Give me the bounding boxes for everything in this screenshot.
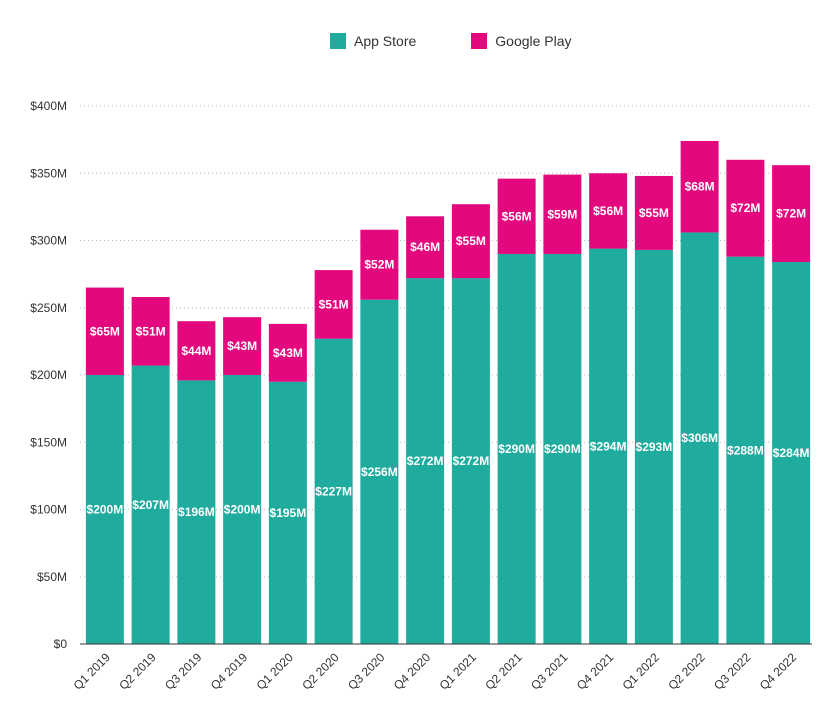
data-label-google-play: $56M: [593, 204, 623, 218]
bar-app-store: [772, 262, 811, 644]
y-tick-label: $0: [54, 637, 68, 651]
y-tick-label: $300M: [30, 234, 67, 248]
x-tick-label: Q1 2022: [620, 650, 663, 693]
x-tick-label: Q1 2021: [437, 650, 480, 693]
bar-google-play: [406, 216, 445, 279]
bar-google-play: [360, 229, 399, 300]
chart-legend: App Store Google Play: [330, 33, 572, 49]
data-label-google-play: $56M: [502, 209, 532, 223]
data-label-google-play: $55M: [456, 234, 486, 248]
bar-google-play: [85, 287, 124, 375]
legend-label-google-play: Google Play: [495, 33, 572, 49]
x-tick-label: Q2 2019: [116, 650, 159, 693]
x-tick-label: Q1 2019: [71, 650, 114, 693]
bar-google-play: [772, 165, 811, 263]
data-label-app-store: $290M: [498, 442, 535, 456]
data-label-google-play: $51M: [319, 297, 349, 311]
bar-app-store: [177, 380, 216, 644]
data-label-app-store: $272M: [453, 454, 490, 468]
data-label-app-store: $256M: [361, 465, 398, 479]
bar-app-store: [360, 299, 399, 644]
legend-swatch-app-store: [330, 33, 346, 49]
bar-app-store: [451, 278, 490, 644]
bar-google-play: [589, 173, 628, 249]
bar-app-store: [726, 256, 765, 644]
y-tick-label: $100M: [30, 503, 67, 517]
y-tick-label: $400M: [30, 99, 67, 113]
data-label-google-play: $52M: [364, 258, 394, 272]
data-label-google-play: $51M: [136, 324, 166, 338]
y-tick-label: $200M: [30, 368, 67, 382]
y-tick-label: $150M: [30, 435, 67, 449]
x-tick-label: Q4 2019: [208, 650, 251, 693]
data-label-app-store: $227M: [315, 484, 352, 498]
bar-app-store: [497, 253, 536, 644]
y-tick-label: $50M: [37, 570, 67, 584]
x-tick-label: Q4 2022: [757, 650, 800, 693]
x-tick-label: Q4 2021: [574, 650, 617, 693]
data-label-google-play: $43M: [273, 346, 303, 360]
x-tick-label: Q3 2019: [162, 650, 205, 693]
x-tick-label: Q3 2021: [528, 650, 571, 693]
legend-item-app-store: App Store: [330, 33, 416, 49]
data-label-app-store: $272M: [407, 454, 444, 468]
x-tick-label: Q2 2022: [665, 650, 708, 693]
data-label-app-store: $196M: [178, 505, 215, 519]
bar-google-play: [223, 317, 262, 375]
y-tick-label: $250M: [30, 301, 67, 315]
x-tick-label: Q2 2020: [299, 650, 342, 693]
x-tick-label: Q1 2020: [254, 650, 297, 693]
data-label-app-store: $288M: [727, 443, 764, 457]
data-label-google-play: $55M: [639, 206, 669, 220]
data-label-google-play: $72M: [776, 207, 806, 221]
x-tick-label: Q4 2020: [391, 650, 434, 693]
data-label-app-store: $200M: [224, 503, 261, 517]
data-label-google-play: $65M: [90, 324, 120, 338]
data-label-app-store: $293M: [636, 440, 673, 454]
legend-item-google-play: Google Play: [471, 33, 572, 49]
bar-app-store: [85, 375, 124, 644]
bar-app-store: [314, 338, 353, 644]
y-tick-label: $350M: [30, 166, 67, 180]
legend-label-app-store: App Store: [354, 33, 417, 49]
data-label-app-store: $207M: [132, 498, 169, 512]
data-label-google-play: $72M: [730, 201, 760, 215]
data-label-app-store: $294M: [590, 439, 627, 453]
data-label-google-play: $68M: [685, 180, 715, 194]
data-label-google-play: $44M: [181, 344, 211, 358]
bar-app-store: [589, 248, 628, 644]
bar-google-play: [634, 175, 673, 250]
bar-app-store: [680, 232, 719, 644]
bar-google-play: [543, 174, 582, 254]
data-label-google-play: $59M: [547, 207, 577, 221]
bar-app-store: [268, 381, 307, 644]
data-label-app-store: $284M: [773, 446, 810, 460]
legend-swatch-google-play: [471, 33, 488, 49]
bar-google-play: [177, 321, 216, 381]
bar-app-store: [543, 253, 582, 644]
bar-google-play: [314, 270, 353, 339]
x-tick-label: Q3 2020: [345, 650, 388, 693]
bar-google-play: [131, 296, 170, 366]
bar-app-store: [223, 375, 262, 644]
x-tick-label: Q2 2021: [482, 650, 525, 693]
data-label-google-play: $43M: [227, 339, 257, 353]
bar-app-store: [131, 365, 170, 644]
data-label-app-store: $290M: [544, 442, 581, 456]
data-label-app-store: $306M: [681, 431, 718, 445]
x-tick-label: Q3 2022: [711, 650, 754, 693]
bar-app-store: [406, 278, 445, 644]
bar-google-play: [268, 323, 307, 382]
bar-google-play: [497, 178, 536, 254]
bar-google-play: [726, 159, 765, 257]
bar-google-play: [680, 140, 719, 233]
data-label-app-store: $195M: [270, 506, 307, 520]
bar-app-store: [634, 249, 673, 645]
bar-google-play: [451, 204, 490, 279]
data-label-app-store: $200M: [87, 503, 124, 517]
data-label-google-play: $46M: [410, 240, 440, 254]
